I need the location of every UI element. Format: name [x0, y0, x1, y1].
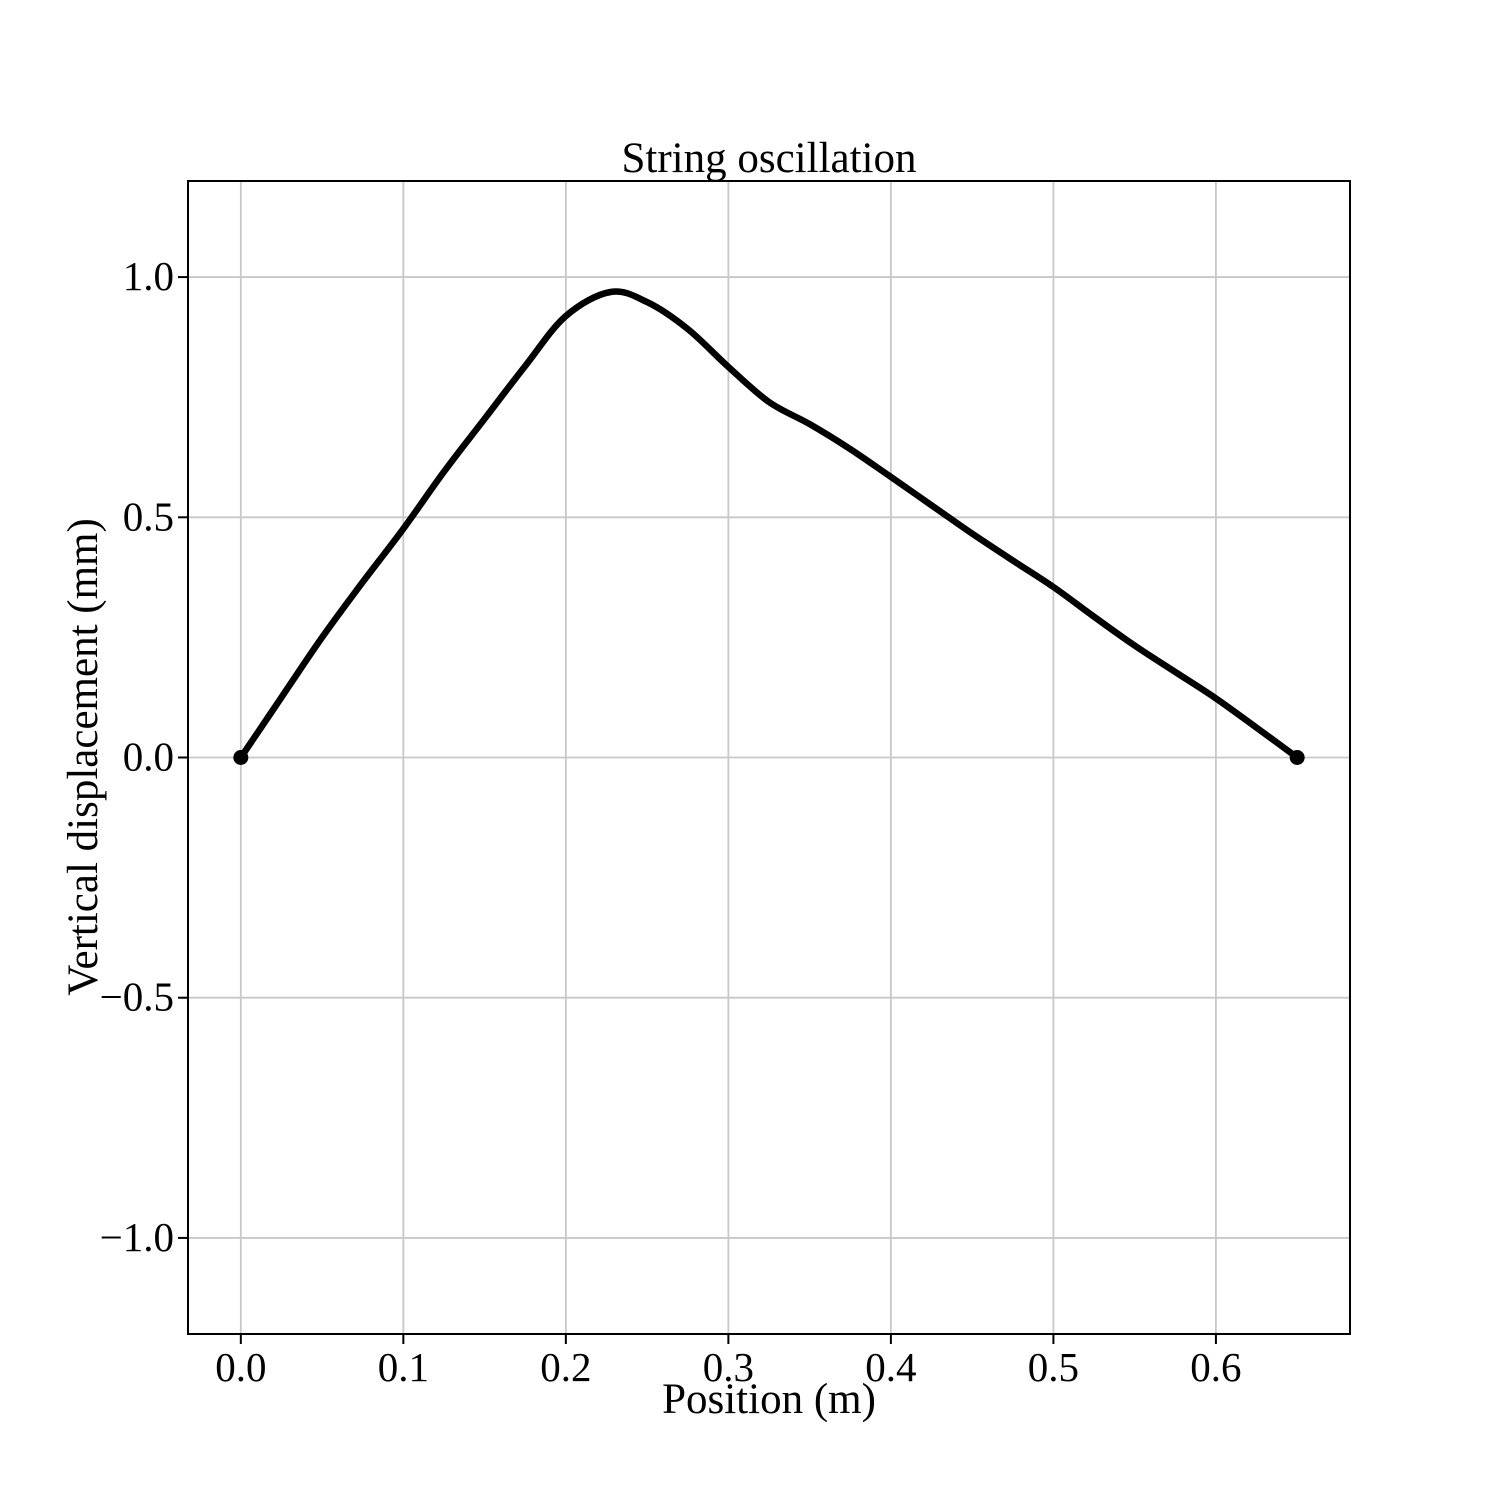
- endpoint-marker: [233, 750, 249, 765]
- y-tick-label: −1.0: [100, 1214, 174, 1260]
- series-line: [237, 288, 1301, 761]
- x-tick-label: 0.1: [378, 1344, 429, 1390]
- tick-labels: 0.0 0.1 0.2 0.3 0.4 0.5 0.6 1.0 0.5 0.0 −0.5 −1.0: [100, 253, 1242, 1390]
- x-axis-label: Position (m): [662, 1376, 876, 1423]
- axis-ticks: [178, 276, 1217, 1344]
- endpoint-marker: [1289, 750, 1305, 765]
- y-tick-label: −0.5: [100, 974, 174, 1020]
- x-tick-label: 0.5: [1028, 1344, 1079, 1390]
- chart-title: String oscillation: [621, 135, 916, 182]
- data-series: [233, 288, 1305, 765]
- x-tick-label: 0.4: [865, 1344, 916, 1390]
- x-tick-label: 0.2: [540, 1344, 591, 1390]
- y-tick-label: 1.0: [123, 253, 174, 299]
- y-tick-label: 0.5: [123, 493, 174, 539]
- x-tick-label: 0.0: [215, 1344, 266, 1390]
- grid-lines: [188, 181, 1350, 1334]
- plot-border: [187, 180, 1351, 1335]
- x-tick-label: 0.3: [703, 1344, 754, 1390]
- y-tick-label: 0.0: [123, 734, 174, 780]
- axes-frame: [187, 180, 1351, 1335]
- x-tick-label: 0.6: [1190, 1344, 1241, 1390]
- y-axis-label: Vertical displacement (mm): [60, 518, 107, 996]
